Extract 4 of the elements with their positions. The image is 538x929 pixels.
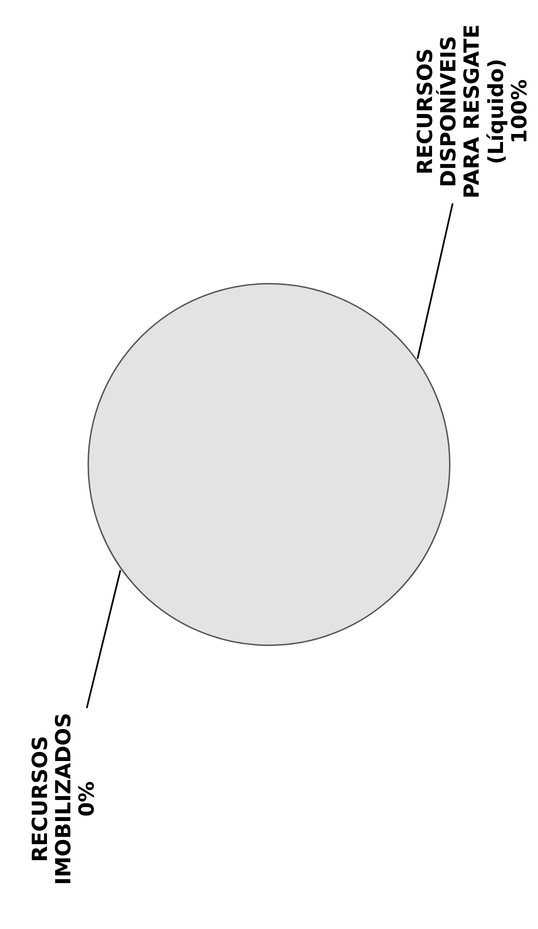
- text: 0%: [78, 782, 94, 816]
- category-label: RECURSOS IMOBILIZADOS: [32, 714, 71, 884]
- data-label: 100%: [510, 80, 527, 142]
- slice-label: RECURSOS DISPONÍVEIS PARA RESGATE (Líquido): [416, 26, 508, 197]
